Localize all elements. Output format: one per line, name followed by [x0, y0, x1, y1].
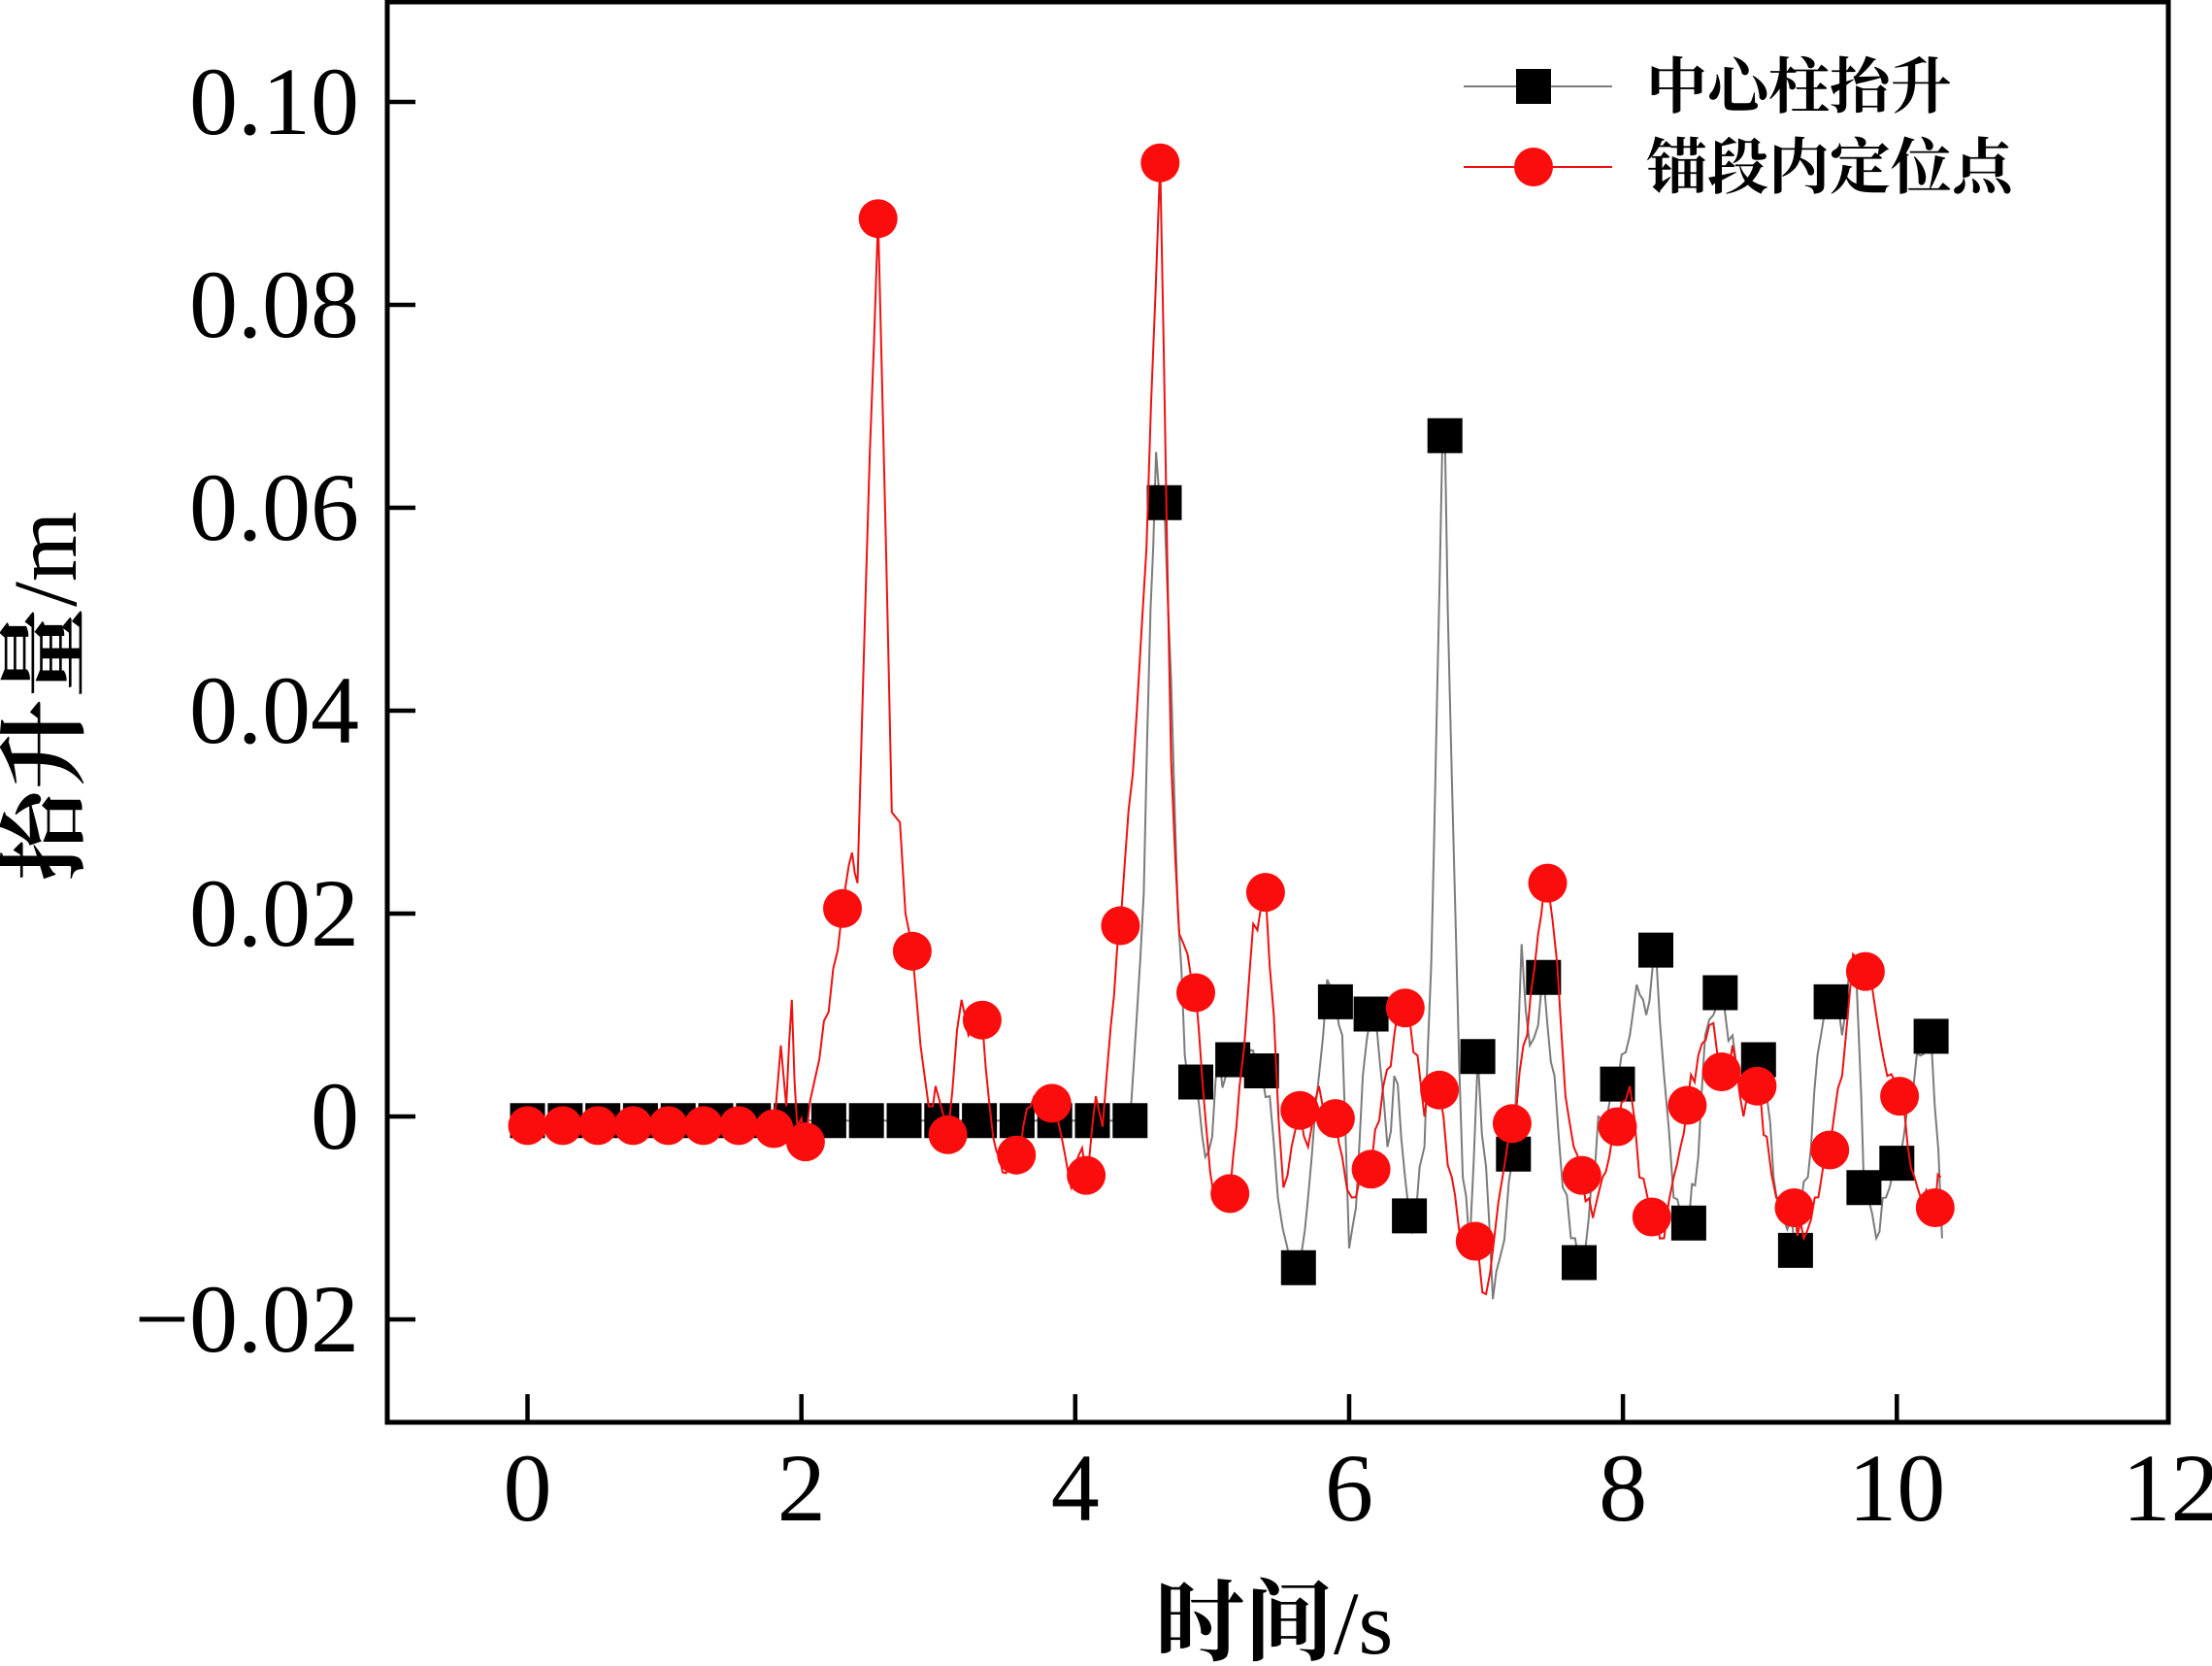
svg-text:6: 6 [1325, 1434, 1373, 1542]
svg-text:0: 0 [504, 1434, 552, 1542]
svg-text:2: 2 [777, 1434, 826, 1542]
svg-text:0.10: 0.10 [189, 48, 359, 155]
svg-text:0.04: 0.04 [189, 656, 359, 764]
svg-text:0.06: 0.06 [189, 453, 359, 561]
svg-text:10: 10 [1848, 1434, 1945, 1542]
svg-text:0.02: 0.02 [189, 859, 359, 967]
svg-text:/s: /s [1334, 1574, 1393, 1666]
svg-text:8: 8 [1599, 1434, 1647, 1542]
svg-text:12: 12 [2123, 1434, 2212, 1542]
svg-text:−0.02: −0.02 [135, 1265, 359, 1373]
svg-text:/m: /m [0, 512, 96, 607]
svg-text:0: 0 [311, 1062, 359, 1170]
svg-text:0.08: 0.08 [189, 250, 359, 358]
svg-text:4: 4 [1051, 1434, 1100, 1542]
